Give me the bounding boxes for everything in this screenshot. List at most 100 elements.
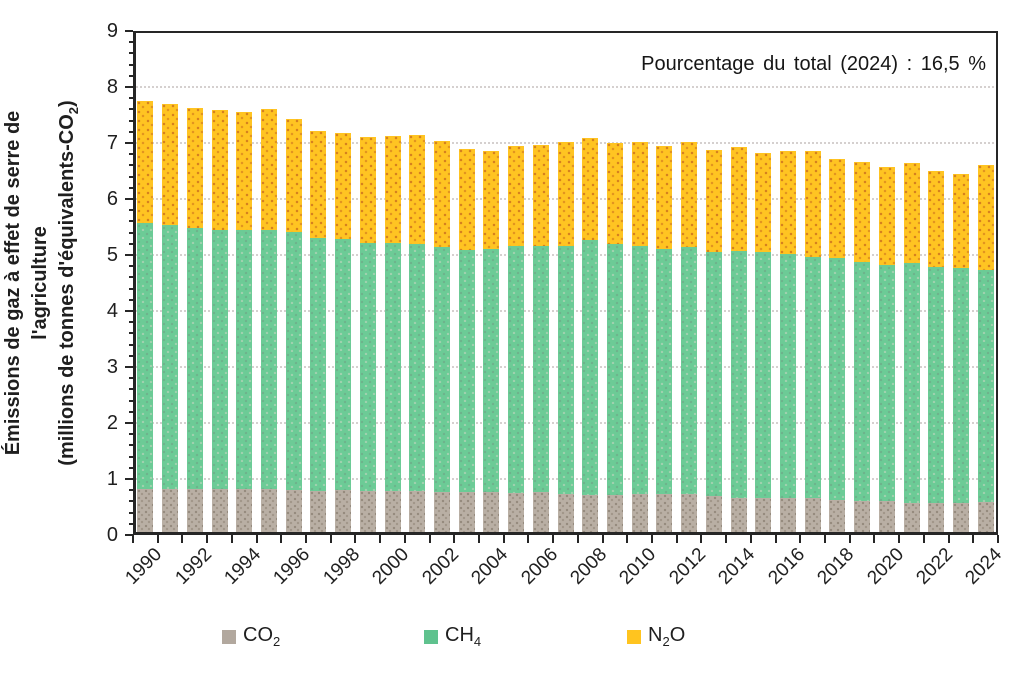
y-minor-tick	[129, 231, 133, 234]
y-minor-tick	[129, 276, 133, 279]
y-minor-tick	[129, 265, 133, 268]
x-tick	[230, 535, 233, 543]
x-tick	[725, 535, 728, 543]
bar-1997-segment-n2o	[310, 131, 327, 239]
x-tick-label-1990: 1990	[121, 544, 167, 589]
y-major-tick	[125, 534, 133, 536]
bar-2013	[705, 149, 722, 535]
bar-2003-segment-ch4	[458, 249, 475, 493]
annotation-percent-total: Pourcentage du total (2024) : 16,5 %	[641, 53, 986, 75]
bar-1994-segment-co2	[236, 489, 253, 535]
x-tick	[156, 535, 159, 543]
x-tick-label-1994: 1994	[220, 544, 266, 589]
bar-2022-segment-co2	[928, 502, 945, 535]
bar-2008-segment-ch4	[582, 240, 599, 496]
x-tick	[329, 535, 332, 543]
bar-1990-segment-n2o	[137, 100, 154, 224]
y-major-tick	[125, 478, 133, 480]
y-tick-label-1: 1	[106, 468, 118, 490]
y-major-tick	[125, 86, 133, 88]
bar-2007	[557, 141, 574, 535]
bar-2019-segment-co2	[854, 500, 871, 535]
y-minor-tick	[129, 500, 133, 503]
bar-2005	[508, 145, 525, 535]
bar-2020-segment-co2	[878, 500, 895, 535]
legend-label-co2: CO2	[243, 624, 281, 649]
bar-2021-segment-n2o	[903, 163, 920, 264]
bar-2009-segment-n2o	[606, 142, 623, 245]
bar-2020-segment-n2o	[878, 166, 895, 265]
bar-2016-segment-ch4	[779, 254, 796, 498]
bar-1990	[137, 100, 154, 535]
bar-2024-segment-co2	[977, 502, 994, 535]
bar-2001	[409, 134, 426, 535]
bar-2011-segment-n2o	[656, 145, 673, 249]
y-axis-title: Émissions de gaz à effet de serre de l'a…	[0, 23, 84, 543]
bar-2006-segment-n2o	[532, 144, 549, 247]
bar-1992-segment-co2	[186, 488, 203, 535]
bar-1993-segment-ch4	[211, 230, 228, 490]
y-axis-title-line2: l'agriculture	[29, 226, 51, 340]
y-minor-tick	[129, 489, 133, 492]
bar-2006-segment-ch4	[532, 246, 549, 493]
x-tick	[379, 535, 382, 543]
bar-2013-segment-co2	[705, 495, 722, 535]
x-tick-label-2016: 2016	[764, 544, 809, 589]
x-tick-label-2006: 2006	[516, 544, 562, 589]
y-major-tick	[125, 366, 133, 368]
bar-1994-segment-n2o	[236, 111, 253, 230]
bar-2004-segment-co2	[483, 492, 500, 535]
x-tick	[898, 535, 901, 543]
x-tick	[132, 535, 134, 543]
y-minor-tick	[129, 130, 133, 133]
y-axis-title-line1: Émissions de gaz à effet de serre de	[2, 110, 24, 456]
bar-2001-segment-n2o	[409, 134, 426, 244]
bar-2002-segment-ch4	[433, 247, 450, 492]
bar-2003	[458, 148, 475, 535]
bar-2020-segment-ch4	[878, 264, 895, 501]
x-tick	[873, 535, 876, 543]
bar-2023-segment-co2	[952, 502, 969, 535]
bar-2010-segment-n2o	[631, 141, 648, 246]
legend-label-ch4: CH4	[445, 624, 482, 649]
y-tick-label-0: 0	[106, 524, 118, 546]
bar-1997-segment-ch4	[310, 238, 327, 491]
bar-2004	[483, 150, 500, 535]
plot-area: Pourcentage du total (2024) : 16,5 %	[133, 31, 998, 535]
y-minor-tick	[129, 287, 133, 290]
bar-2014-segment-n2o	[730, 146, 747, 252]
y-major-tick	[125, 310, 133, 312]
x-tick	[478, 535, 480, 543]
bar-1992	[186, 107, 203, 535]
x-tick-label-2000: 2000	[368, 544, 414, 589]
y-minor-tick	[129, 377, 133, 380]
y-minor-tick	[129, 164, 133, 167]
bar-1995-segment-ch4	[260, 229, 277, 490]
bar-2012-segment-ch4	[681, 247, 698, 495]
bar-1998-segment-n2o	[335, 132, 352, 240]
bar-1998-segment-ch4	[335, 239, 352, 491]
x-tick-label-2002: 2002	[418, 544, 463, 589]
x-tick-label-2010: 2010	[615, 544, 661, 589]
y-major-tick	[125, 198, 133, 200]
bar-2014	[730, 146, 747, 535]
bar-2011-segment-co2	[656, 494, 673, 535]
bar-2008-segment-co2	[582, 495, 599, 535]
bar-2022-segment-ch4	[928, 267, 945, 503]
x-tick	[675, 535, 678, 543]
y-minor-tick	[129, 175, 133, 178]
bar-1996-segment-ch4	[285, 232, 302, 490]
y-minor-tick	[129, 209, 133, 212]
legend-swatch-n2o	[627, 629, 641, 644]
bar-2002-segment-co2	[433, 491, 450, 535]
bar-2018-segment-n2o	[829, 159, 846, 258]
bar-2014-segment-co2	[730, 497, 747, 535]
bar-2004-segment-n2o	[483, 150, 500, 250]
y-tick-label-7: 7	[106, 132, 118, 154]
y-tick-label-6: 6	[106, 188, 118, 210]
y-minor-tick	[129, 186, 133, 189]
bar-2018	[829, 159, 846, 535]
bar-1994	[236, 111, 253, 535]
bar-2021-segment-ch4	[903, 263, 920, 503]
x-tick	[651, 535, 653, 543]
